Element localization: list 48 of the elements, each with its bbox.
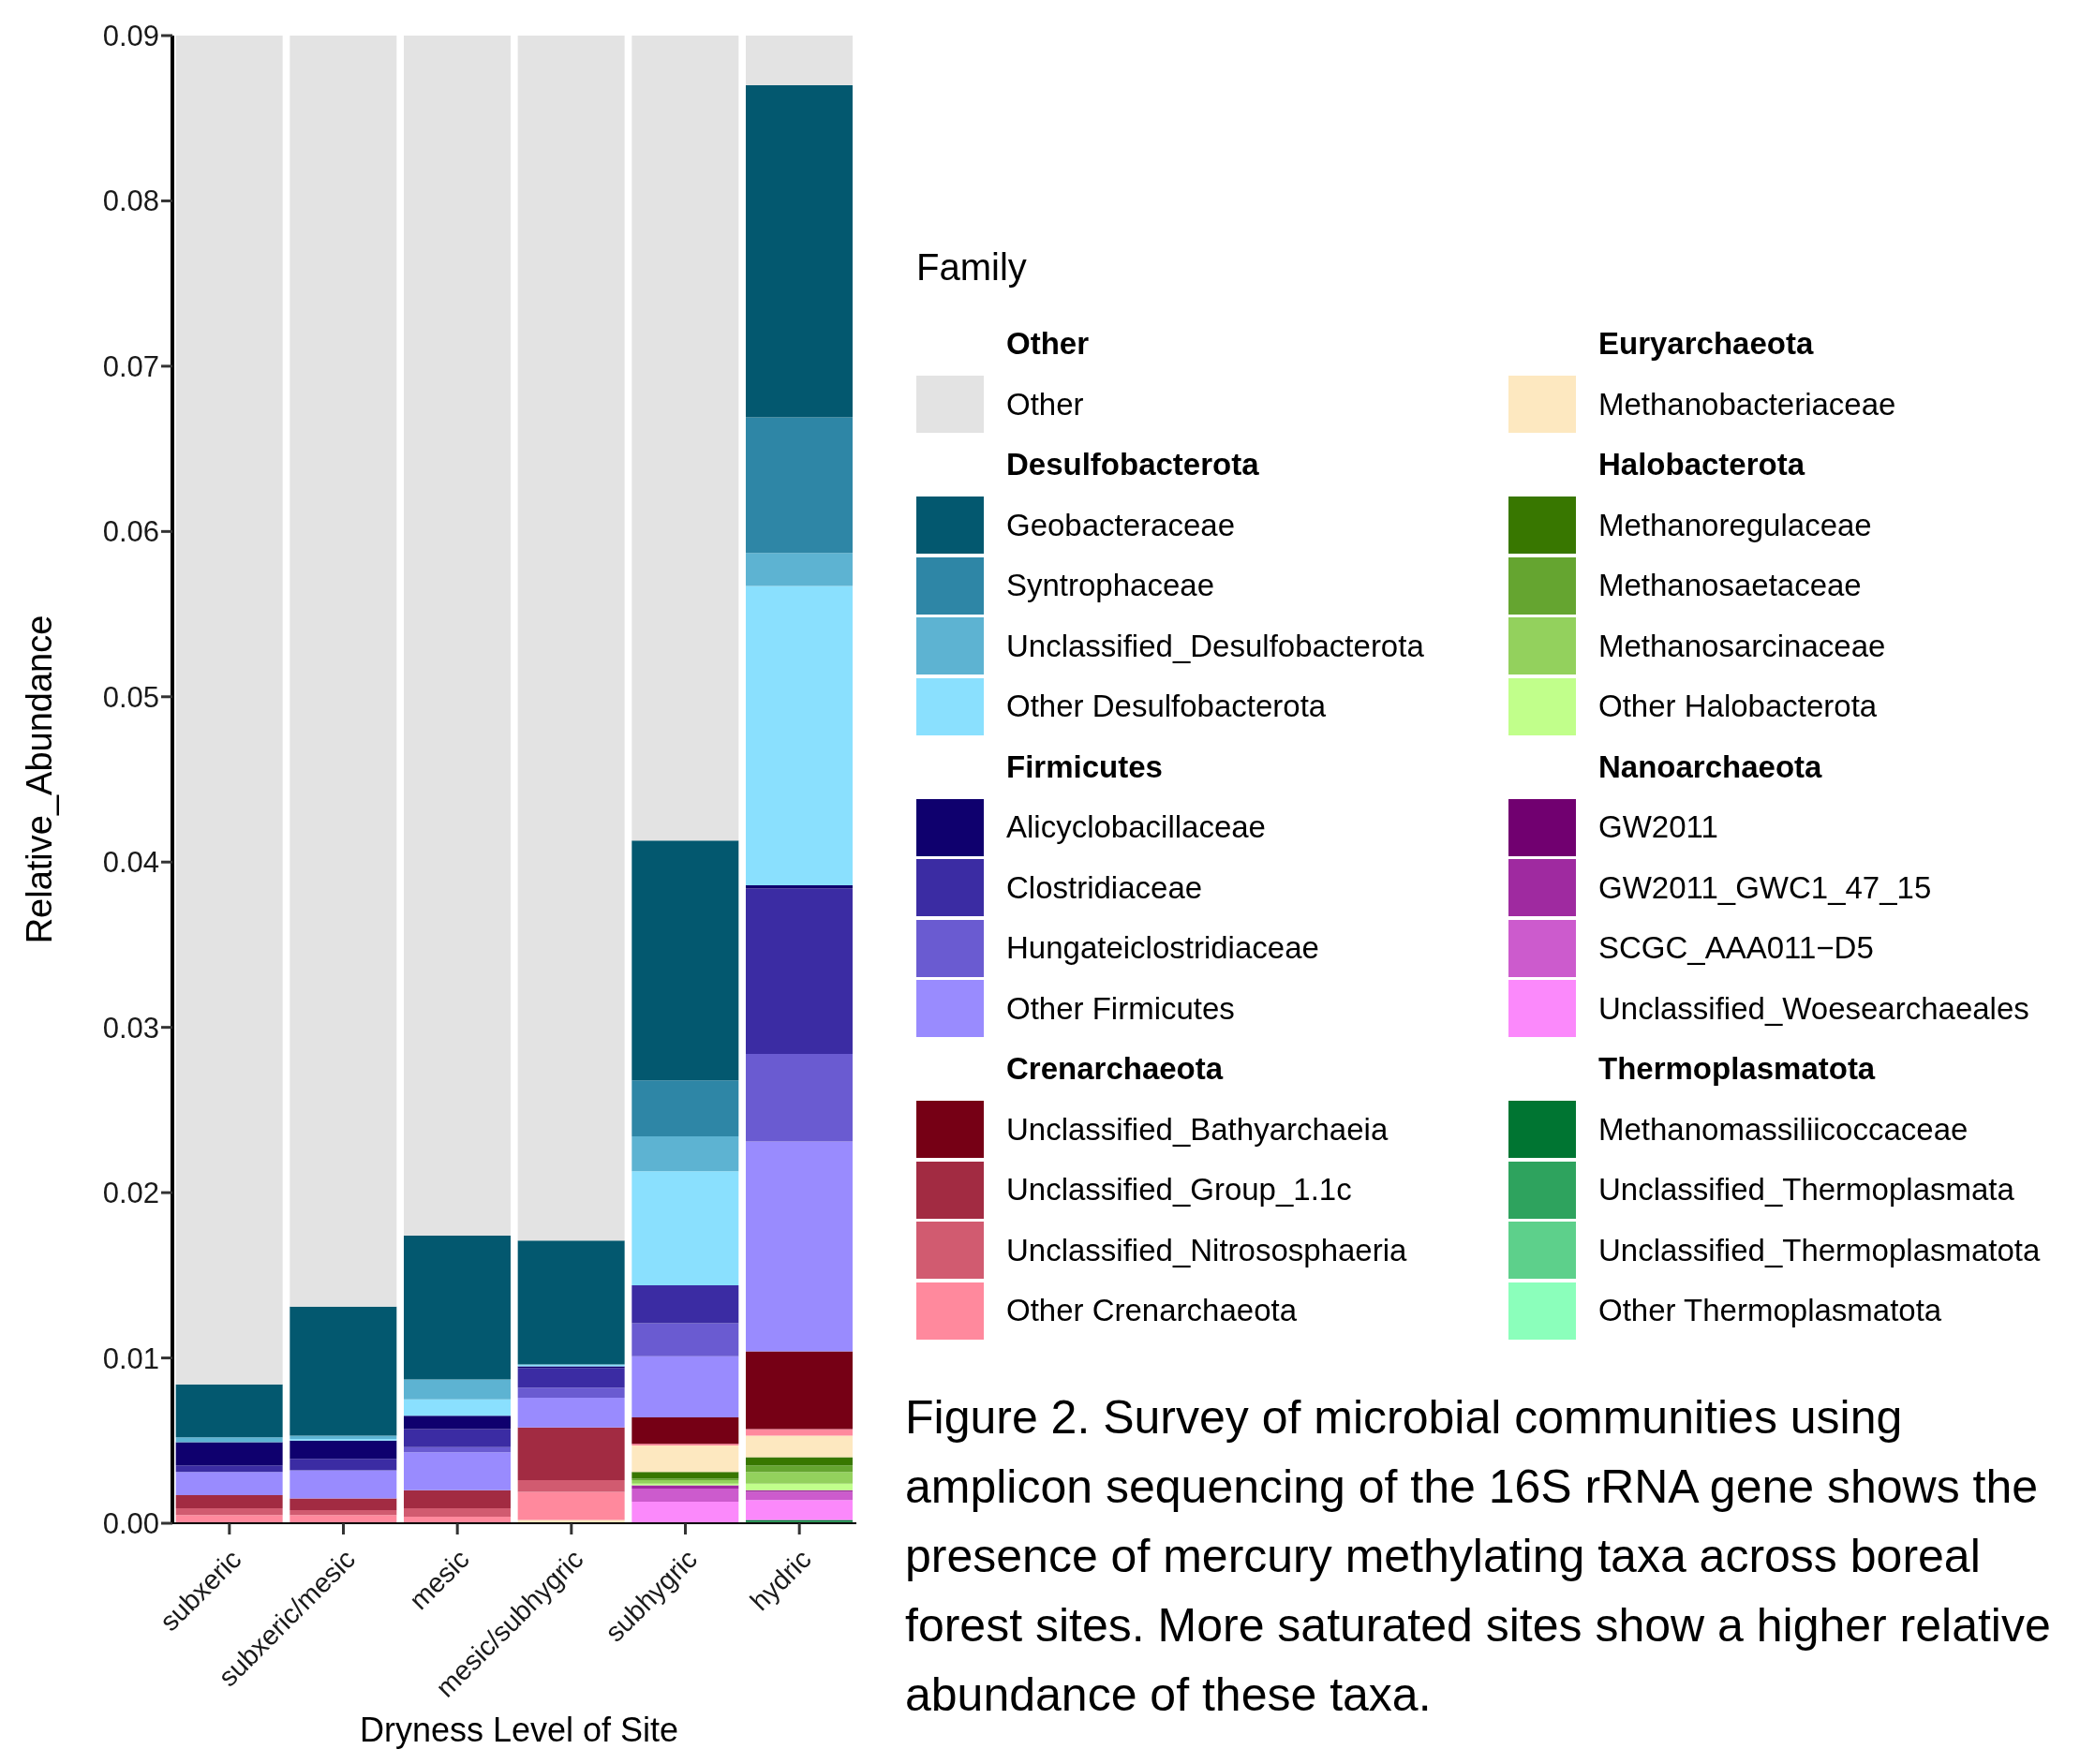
y-tick-label: 0.03: [102, 1011, 159, 1045]
legend-label: Syntrophaceae: [1006, 568, 1214, 604]
y-tick-label: 0.05: [102, 680, 159, 714]
y-tick-label: 0.06: [102, 515, 159, 549]
legend-label: Methanosarcinaceae: [1598, 628, 1886, 664]
legend-label: Unclassified_Bathyarchaeia: [1006, 1111, 1389, 1148]
legend-label: Other: [1006, 386, 1084, 422]
y-tick-label: 0.07: [102, 349, 159, 383]
y-tick-label: 0.09: [102, 20, 159, 53]
legend-label: Other Firmicutes: [1006, 990, 1235, 1027]
text: Other: [1006, 326, 1090, 363]
legend-label: Unclassified_Nitrososphaeria: [1006, 1232, 1407, 1268]
text: Halobacterota: [1598, 447, 1805, 483]
legend-label: Methanoregulaceae: [1598, 507, 1872, 543]
text: Euryarchaeota: [1598, 326, 1814, 363]
legend-label: SCGC_AAA011−D5: [1598, 930, 1874, 967]
text: Thermoplasmatota: [1598, 1051, 1876, 1088]
legend-label: Unclassified_Thermoplasmatota: [1598, 1232, 2041, 1268]
legend-label: Methanosaetaceae: [1598, 568, 1862, 604]
text: Nanoarchaeota: [1598, 749, 1822, 785]
legend-label: Methanomassiliicoccaceae: [1598, 1111, 1969, 1148]
y-tick-label: 0.01: [102, 1342, 159, 1375]
y-axis-title: Relative_Abundance: [20, 615, 60, 944]
legend-label: Unclassified_Desulfobacterota: [1006, 628, 1424, 664]
legend-label: Unclassified_Thermoplasmata: [1598, 1172, 2014, 1208]
legend-label: GW2011_GWC1_47_15: [1598, 869, 1932, 906]
legend-label: GW2011: [1598, 809, 1718, 846]
legend-label: Hungateiclostridiaceae: [1006, 930, 1319, 967]
legend-label: Clostridiaceae: [1006, 869, 1203, 906]
text: Crenarchaeota: [1006, 1051, 1224, 1088]
legend-label: Other Thermoplasmatota: [1598, 1293, 1942, 1329]
legend-label: Methanobacteriaceae: [1598, 386, 1896, 422]
y-tick-label: 0.00: [102, 1507, 159, 1541]
legend-label: Other Crenarchaeota: [1006, 1293, 1298, 1329]
x-axis-title: Dryness Level of Site: [358, 1711, 680, 1750]
legend-label: Other Halobacterota: [1598, 689, 1878, 725]
legend-label: Unclassified_Group_1.1c: [1006, 1172, 1352, 1208]
y-tick-label: 0.04: [102, 846, 159, 880]
y-tick-label: 0.08: [102, 185, 159, 218]
caption: Figure 2. Survey of microbial communities using amplicon sequencing of the 16S rRNA gene shows the presence of mercury methylating taxa across boreal forest sites. More saturated sites show a higher relative abundance of these taxa.: [905, 1390, 2052, 1723]
text: Firmicutes: [1006, 749, 1163, 785]
y-tick-label: 0.02: [102, 1177, 159, 1210]
legend-label: Unclassified_Woesearchaeales: [1598, 990, 2029, 1027]
text: Desulfobacterota: [1006, 447, 1259, 483]
legend-title: Family: [916, 246, 1028, 289]
legend-label: Geobacteraceae: [1006, 507, 1236, 543]
legend-label: Alicyclobacillaceae: [1006, 809, 1266, 846]
legend-label: Other Desulfobacterota: [1006, 689, 1327, 725]
